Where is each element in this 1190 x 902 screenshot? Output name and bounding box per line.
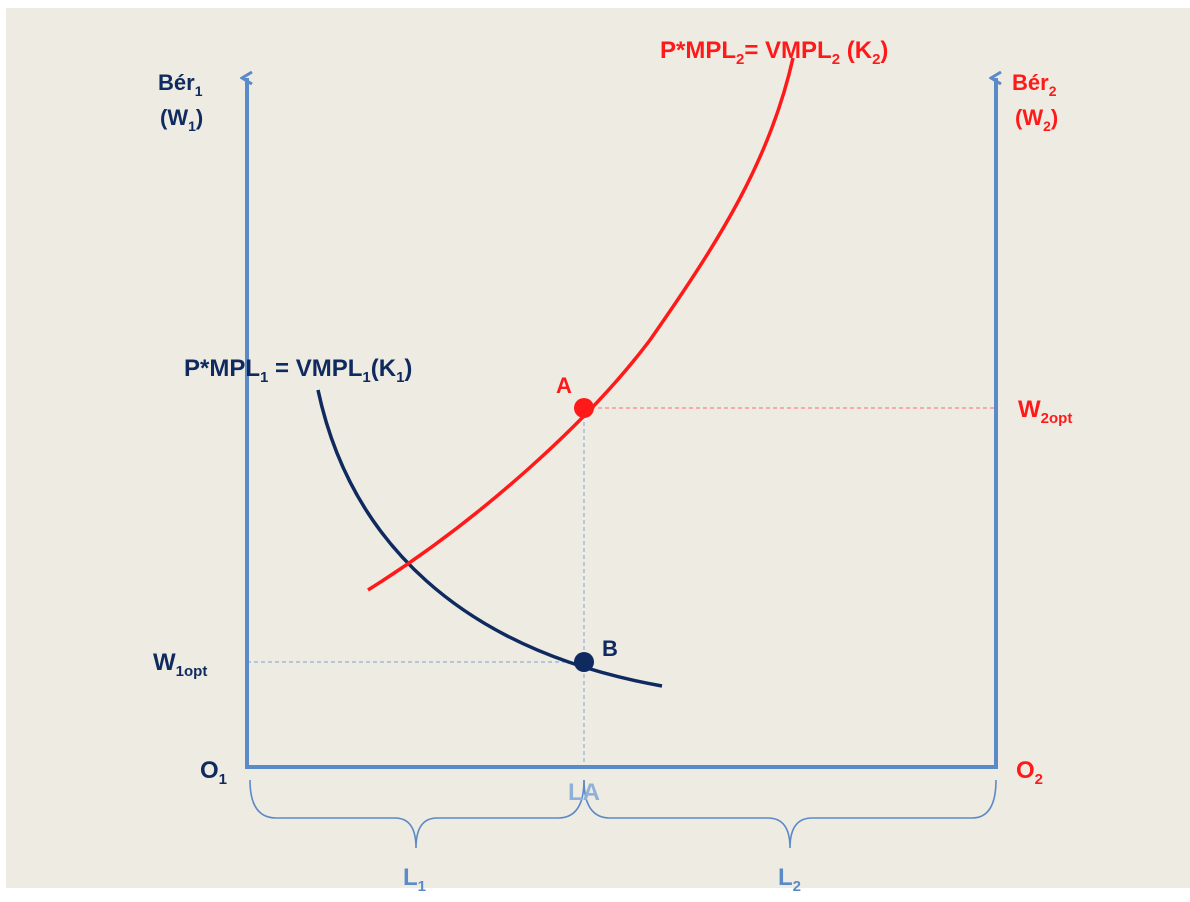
vmpl1-curve-label: P*MPL1 = VMPL1(K1) bbox=[184, 355, 412, 386]
origin1-label: O1 bbox=[200, 757, 227, 788]
point-a-label: A bbox=[556, 373, 572, 398]
point-b-marker bbox=[574, 652, 594, 672]
l1-brace bbox=[249, 779, 585, 849]
origin2-label: O2 bbox=[1016, 757, 1043, 788]
left-axis-w-label: (W1) bbox=[160, 105, 203, 134]
w1opt-label: W1opt bbox=[153, 649, 207, 680]
point-a-marker bbox=[574, 398, 594, 418]
left-axis-label: Bér1 bbox=[158, 70, 203, 99]
vmpl2-curve bbox=[367, 57, 795, 592]
la-label: LA bbox=[568, 779, 600, 806]
right-axis-w-label: (W2) bbox=[1015, 105, 1058, 134]
right-axis-label: Bér2 bbox=[1012, 70, 1057, 99]
vmpl2-curve-label: P*MPL2= VMPL2 (K2) bbox=[660, 37, 888, 68]
l2-brace bbox=[583, 779, 997, 849]
w2opt-label: W2opt bbox=[1018, 396, 1072, 427]
diagram-background bbox=[6, 8, 1190, 888]
l1-label: L1 bbox=[403, 864, 426, 895]
l2-label: L2 bbox=[778, 864, 801, 895]
point-b-label: B bbox=[602, 636, 618, 661]
